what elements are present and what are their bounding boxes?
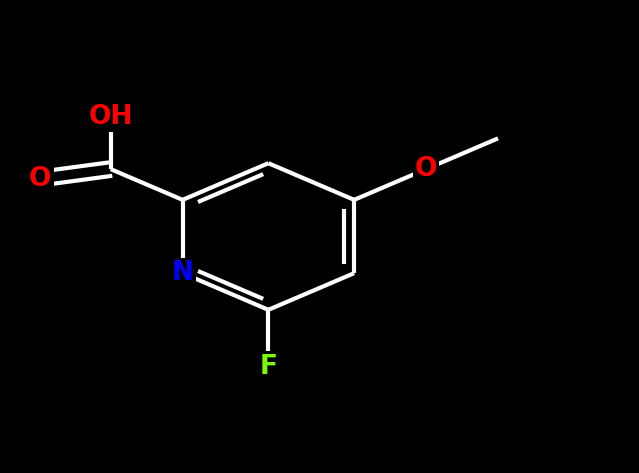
Text: OH: OH xyxy=(88,104,133,130)
Text: O: O xyxy=(415,156,437,182)
Text: O: O xyxy=(29,166,52,192)
Text: F: F xyxy=(259,354,277,379)
Text: N: N xyxy=(172,260,194,286)
